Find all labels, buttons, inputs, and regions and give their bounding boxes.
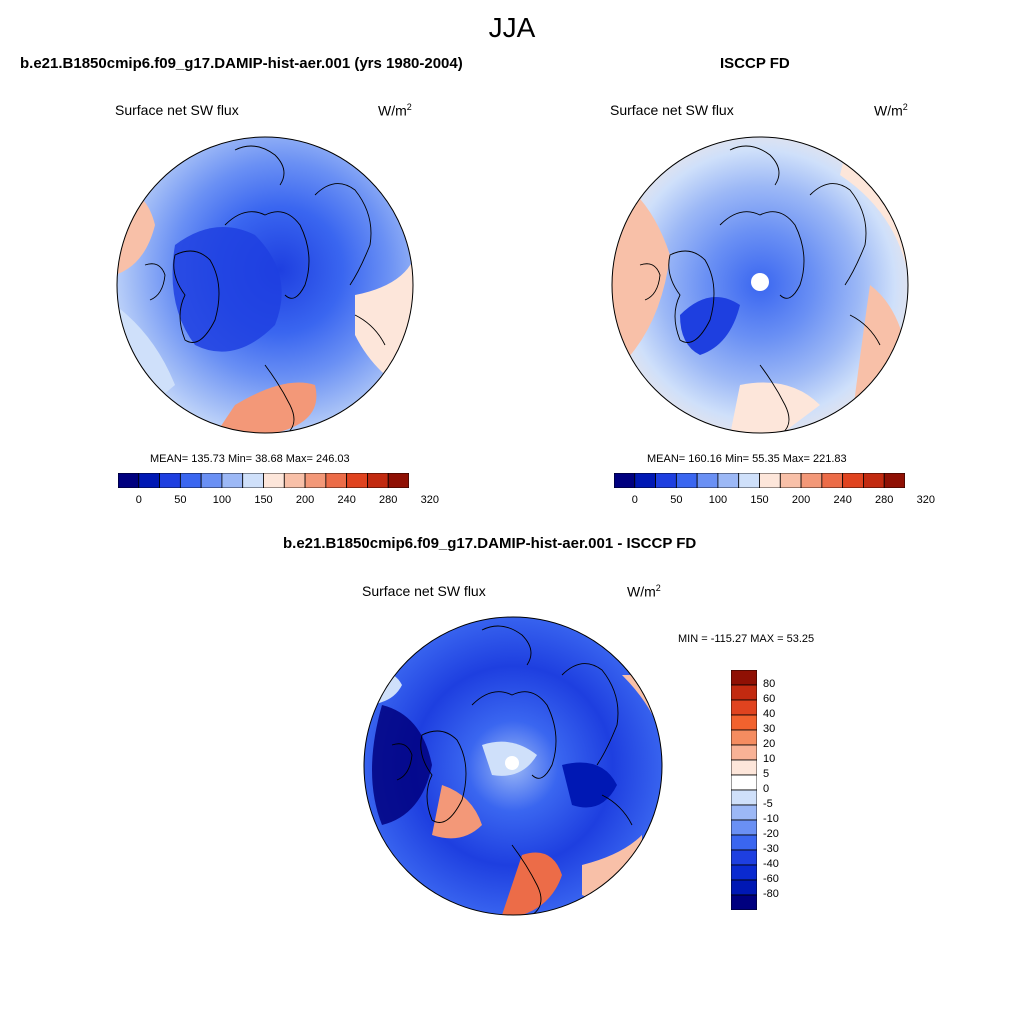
panel-c-colorbar-tick-label: 60: [763, 693, 776, 705]
panel-b-colorbar-tick-label: 240: [833, 494, 852, 506]
panel-b-title: ISCCP FD: [720, 55, 790, 72]
panel-c-colorbar-tick-label: -60: [763, 873, 779, 885]
panel-c-polar-map: [363, 616, 663, 916]
panel-b-colorbar-swatch: [696, 472, 719, 489]
panel-b-colorbar-swatch: [634, 472, 656, 489]
panel-a-colorbar: [117, 472, 410, 489]
panel-c-stats: MIN = -115.27 MAX = 53.25: [678, 633, 815, 645]
panel-a-colorbar-swatch: [283, 472, 306, 489]
panel-a-title: b.e21.B1850cmip6.f09_g17.DAMIP-hist-aer.…: [20, 55, 463, 72]
panel-b-colorbar-swatch: [779, 472, 802, 489]
panel-b-colorbar-tick-label: 0: [631, 494, 638, 506]
panel-c-colorbar-tick-label: 0: [763, 783, 770, 795]
panel-c-colorbar-tick-label: -10: [763, 813, 779, 825]
panel-b-colorbar-swatch: [800, 472, 823, 489]
panel-c-colorbar-swatch: [730, 744, 758, 761]
panel-b-stats: MEAN= 160.16 Min= 55.35 Max= 221.83: [647, 453, 847, 465]
panel-b-colorbar-swatch: [863, 472, 885, 489]
panel-b-variable: Surface net SW flux: [610, 102, 734, 118]
panel-c-colorbar-swatch: [730, 789, 758, 806]
panel-b-colorbar-swatch: [717, 472, 740, 489]
panel-c-colorbar-tick-label: 80: [763, 678, 776, 690]
panel-c-colorbar-tick-label: -80: [763, 888, 779, 900]
panel-b-colorbar-tick-label: 280: [875, 494, 894, 506]
panel-a-colorbar-swatch: [325, 472, 348, 489]
panel-b-colorbar-swatch: [842, 472, 864, 489]
panel-c-colorbar-swatch: [730, 759, 758, 776]
panel-b-colorbar-tick-label: 50: [670, 494, 683, 506]
panel-b-units: W/m2: [874, 102, 908, 119]
panel-a-stats: MEAN= 135.73 Min= 38.68 Max= 246.03: [150, 453, 350, 465]
panel-c-colorbar-tick-label: 30: [763, 723, 776, 735]
panel-c-colorbar-swatch: [730, 834, 758, 851]
panel-a-colorbar-swatch: [263, 472, 285, 489]
panel-c-colorbar-swatch: [730, 879, 758, 896]
panel-c-variable: Surface net SW flux: [362, 583, 486, 599]
panel-a-colorbar-tick-label: 240: [337, 494, 356, 506]
panel-a-colorbar-tick-label: 320: [420, 494, 439, 506]
panel-c-colorbar-swatch: [730, 729, 758, 746]
panel-b-colorbar-swatch: [883, 472, 906, 489]
panel-c-title: b.e21.B1850cmip6.f09_g17.DAMIP-hist-aer.…: [283, 535, 697, 552]
panel-c-colorbar-swatch: [730, 894, 758, 911]
panel-c-colorbar-swatch: [730, 804, 758, 821]
panel-c-colorbar-swatch: [730, 849, 758, 866]
panel-a-units: W/m2: [378, 102, 412, 119]
panel-b-polar-map: [611, 136, 909, 434]
panel-c-colorbar-swatch: [730, 669, 758, 686]
panel-a-colorbar-tick-label: 150: [254, 494, 273, 506]
panel-a-colorbar-swatch: [367, 472, 389, 489]
panel-a-colorbar-swatch: [221, 472, 244, 489]
panel-c-colorbar-tick-label: 10: [763, 753, 776, 765]
panel-a-colorbar-ticks: 0 50 100 150 200 240 280 320: [118, 494, 439, 508]
panel-a-colorbar-swatch: [159, 472, 181, 489]
panel-b-colorbar-tick-label: 320: [916, 494, 935, 506]
panel-b-colorbar-swatch: [613, 472, 636, 489]
main-title: JJA: [488, 12, 536, 43]
panel-a-colorbar-tick-label: 0: [135, 494, 142, 506]
panel-a-colorbar-tick-label: 50: [174, 494, 187, 506]
panel-c-colorbar-swatch: [730, 714, 758, 731]
panel-b-colorbar-tick-label: 200: [791, 494, 811, 506]
panel-a-colorbar-swatch: [346, 472, 368, 489]
panel-a-colorbar-swatch: [304, 472, 327, 489]
panel-a-colorbar-tick-label: 100: [212, 494, 232, 506]
panel-b-colorbar-tick-label: 100: [708, 494, 728, 506]
panel-c-colorbar-tick-label: 40: [763, 708, 776, 720]
panel-c-colorbar-swatch: [730, 684, 758, 701]
panel-c-units: W/m2: [627, 583, 661, 600]
panel-a-colorbar-swatch: [242, 472, 264, 489]
panel-c-colorbar-ticks: 80 60 40 30 20 10 5 0 -5 -10 -20 -30 -40 -60 -80: [763, 670, 803, 910]
panel-a-colorbar-swatch: [200, 472, 223, 489]
panel-b-colorbar-swatch: [655, 472, 677, 489]
panel-a-polar-map: [116, 136, 414, 434]
panel-c-colorbar-tick-label: 20: [763, 738, 776, 750]
panel-b-colorbar: [613, 472, 906, 489]
panel-b-colorbar-swatch: [738, 472, 760, 489]
panel-c-colorbar-swatch: [730, 819, 758, 836]
panel-c-colorbar-tick-label: -40: [763, 858, 779, 870]
panel-c-colorbar-tick-label: -30: [763, 843, 779, 855]
panel-b-colorbar-ticks: 0 50 100 150 200 240 280 320: [614, 494, 935, 508]
panel-b-colorbar-tick-label: 150: [750, 494, 769, 506]
panel-a-colorbar-swatch: [138, 472, 160, 489]
panel-a-colorbar-swatch: [117, 472, 140, 489]
panel-c-colorbar-tick-label: -5: [763, 798, 773, 810]
panel-c-colorbar: [730, 669, 758, 911]
panel-c-colorbar-swatch: [730, 774, 758, 791]
panel-b-colorbar-swatch: [821, 472, 844, 489]
panel-a-colorbar-swatch: [387, 472, 410, 489]
panel-c-colorbar-tick-label: 5: [763, 768, 770, 780]
panel-a-colorbar-tick-label: 200: [295, 494, 315, 506]
panel-a-colorbar-tick-label: 280: [379, 494, 398, 506]
panel-b-colorbar-swatch: [759, 472, 781, 489]
panel-a-variable: Surface net SW flux: [115, 102, 239, 118]
panel-c-colorbar-tick-label: -20: [763, 828, 779, 840]
panel-c-colorbar-swatch: [730, 864, 758, 881]
panel-c-colorbar-swatch: [730, 699, 758, 716]
panel-a-colorbar-swatch: [179, 472, 202, 489]
panel-b-colorbar-swatch: [675, 472, 698, 489]
